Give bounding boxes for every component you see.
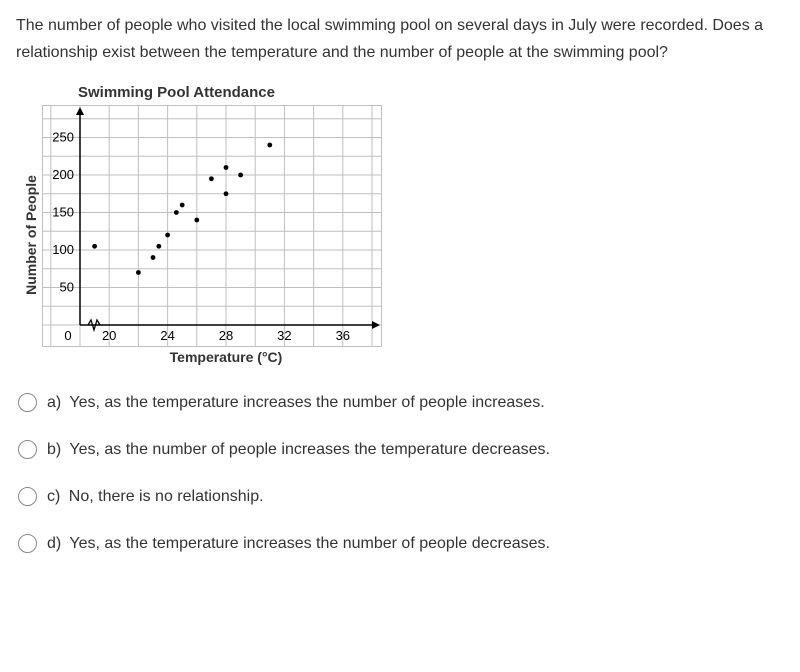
option-b[interactable]: b) Yes, as the number of people increase… bbox=[18, 440, 784, 459]
chart-container: Swimming Pool Attendance Number of Peopl… bbox=[20, 84, 784, 365]
option-c[interactable]: c) No, there is no relationship. bbox=[18, 487, 784, 506]
option-text: No, there is no relationship. bbox=[69, 488, 264, 505]
chart-title: Swimming Pool Attendance bbox=[78, 84, 784, 101]
svg-text:24: 24 bbox=[160, 328, 174, 343]
svg-text:50: 50 bbox=[60, 280, 74, 295]
svg-text:28: 28 bbox=[219, 328, 233, 343]
option-letter: a) bbox=[47, 394, 61, 411]
radio-icon bbox=[18, 534, 37, 553]
option-letter: d) bbox=[47, 535, 61, 552]
question-text: The number of people who visited the loc… bbox=[16, 12, 784, 66]
radio-icon bbox=[18, 440, 37, 459]
svg-text:32: 32 bbox=[277, 328, 291, 343]
radio-icon bbox=[18, 487, 37, 506]
svg-text:20: 20 bbox=[102, 328, 116, 343]
option-label: d) Yes, as the temperature increases the… bbox=[47, 535, 550, 553]
option-a[interactable]: a) Yes, as the temperature increases the… bbox=[18, 393, 784, 412]
svg-text:200: 200 bbox=[52, 167, 74, 182]
option-label: c) No, there is no relationship. bbox=[47, 488, 264, 506]
svg-text:150: 150 bbox=[52, 205, 74, 220]
option-text: Yes, as the temperature increases the nu… bbox=[69, 394, 544, 411]
scatter-chart: 50 100 150 200 250 20 24 28 32 36 0 bbox=[42, 105, 382, 347]
option-letter: c) bbox=[47, 488, 60, 505]
answer-options: a) Yes, as the temperature increases the… bbox=[18, 393, 784, 553]
option-text: Yes, as the number of people increases t… bbox=[69, 441, 550, 458]
option-d[interactable]: d) Yes, as the temperature increases the… bbox=[18, 534, 784, 553]
option-letter: b) bbox=[47, 441, 61, 458]
svg-text:250: 250 bbox=[52, 130, 74, 145]
chart-ylabel: Number of People bbox=[23, 175, 39, 295]
option-label: a) Yes, as the temperature increases the… bbox=[47, 394, 545, 412]
svg-text:0: 0 bbox=[64, 328, 71, 343]
option-label: b) Yes, as the number of people increase… bbox=[47, 441, 550, 459]
svg-text:36: 36 bbox=[336, 328, 350, 343]
option-text: Yes, as the temperature increases the nu… bbox=[69, 535, 550, 552]
svg-text:100: 100 bbox=[52, 242, 74, 257]
chart-xlabel: Temperature (°C) bbox=[80, 349, 372, 365]
radio-icon bbox=[18, 393, 37, 412]
